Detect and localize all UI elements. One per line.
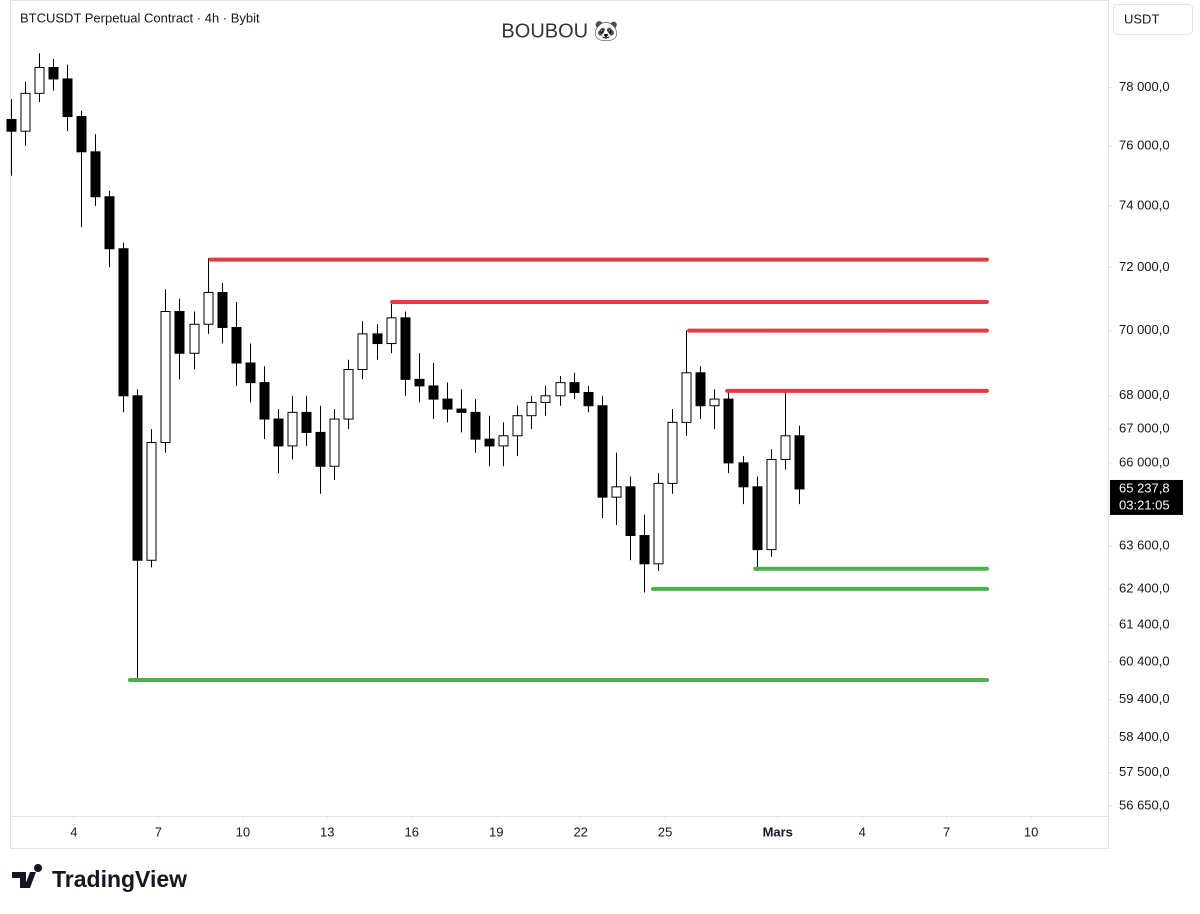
candle-body [104,196,115,250]
x-tick-label: 16 [405,824,419,839]
y-tick-label: 60 400,0 [1119,653,1170,668]
candle-body [738,462,749,488]
x-tick-label: 13 [320,824,334,839]
candle-body [287,411,298,447]
candle-body [245,362,256,384]
candle-body [512,415,523,437]
x-tick-label: 25 [658,824,672,839]
candle-body [583,391,594,407]
candle-body [372,333,383,345]
y-tick-label: 58 400,0 [1119,729,1170,744]
candle-body [555,382,566,397]
y-tick-label: 72 000,0 [1119,259,1170,274]
candle-body [62,78,73,118]
candle-body [428,385,439,400]
candle-body [639,535,650,565]
candle-body [752,486,763,551]
brand-name: TradingView [52,866,187,892]
y-tick-label: 74 000,0 [1119,197,1170,212]
candle-body [667,421,678,484]
y-tick-label: 76 000,0 [1119,137,1170,152]
candle-body [484,438,495,447]
x-tick-label: 19 [489,824,503,839]
candle-body [174,310,185,354]
candle-body [329,418,340,467]
x-tick-label: 7 [943,824,950,839]
candle-body [498,435,509,447]
candle-body [709,398,720,407]
candle-body [231,326,242,364]
x-tick-label: 7 [155,824,162,839]
candle-body [357,333,368,371]
candle-body [6,118,17,132]
candle-body [34,66,45,94]
candle-body [625,486,636,537]
candle-body [76,116,87,153]
y-tick-label: 68 000,0 [1119,387,1170,402]
candle-body [442,398,453,410]
y-tick-label: 63 600,0 [1119,538,1170,553]
candle-body [695,372,706,407]
logo-icon [12,864,43,888]
y-tick-label: 67 000,0 [1119,421,1170,436]
x-tick-label: 10 [1024,824,1038,839]
y-tick-label: 57 500,0 [1119,764,1170,779]
candle-body [456,408,467,413]
y-tick-label: 66 000,0 [1119,454,1170,469]
plot-frame [10,0,1109,849]
candle-body [90,151,101,198]
candle-body [203,291,214,325]
candle-body [597,405,608,498]
symbol-header: BTCUSDT Perpetual Contract · 4h · Bybit [20,10,260,25]
candle-body [343,369,354,420]
candle-body [611,486,622,498]
currency[interactable]: USDT [1124,11,1159,26]
candle-body [794,435,805,490]
candle-body [189,323,200,354]
candle-body [315,431,326,467]
candle-body [48,66,59,80]
y-tick-label: 62 400,0 [1119,580,1170,595]
candle-body [414,378,425,387]
candle-body [386,317,397,345]
candle-body [569,382,580,393]
x-tick-label: 4 [859,824,866,839]
candle-body [20,92,31,132]
candle-body [217,291,228,328]
y-tick-label: 78 000,0 [1119,79,1170,94]
y-tick-label: 61 400,0 [1119,617,1170,632]
last-price-tag [1110,479,1183,515]
candle-body [681,372,692,423]
candle-body [132,395,143,561]
candle-body [653,482,664,565]
y-tick-label: 59 400,0 [1119,691,1170,706]
x-tick-label: Mars [763,824,793,839]
brand-logo: TradingView [12,864,187,892]
candle-body [259,382,270,420]
currency-button[interactable] [1113,4,1193,35]
candle-body [780,435,791,460]
plot-area: 78 000,0 76 000,0 74 000,0 72 000,0 70 000,0… [6,53,1183,839]
chart-title: BOUBOU 🐼 [501,18,618,42]
candle-body [273,418,284,447]
candle-body [470,411,481,440]
y-tick-label: 70 000,0 [1119,322,1170,337]
candle-body [400,317,411,380]
candle-body [766,458,777,551]
x-tick-label: 4 [70,824,77,839]
candle-body [723,398,734,464]
candle-body [118,248,129,397]
y-tick-label: 56 650,0 [1119,798,1170,813]
candle-body [146,442,157,561]
candle-body [526,401,537,417]
candle-body [540,395,551,403]
countdown: 03:21:05 [1119,497,1170,512]
x-tick-label: 10 [236,824,250,839]
candle-body [301,411,312,433]
last-price-label: 65 237,8 [1119,480,1170,495]
x-tick-label: 22 [573,824,587,839]
candle-body [160,310,171,444]
